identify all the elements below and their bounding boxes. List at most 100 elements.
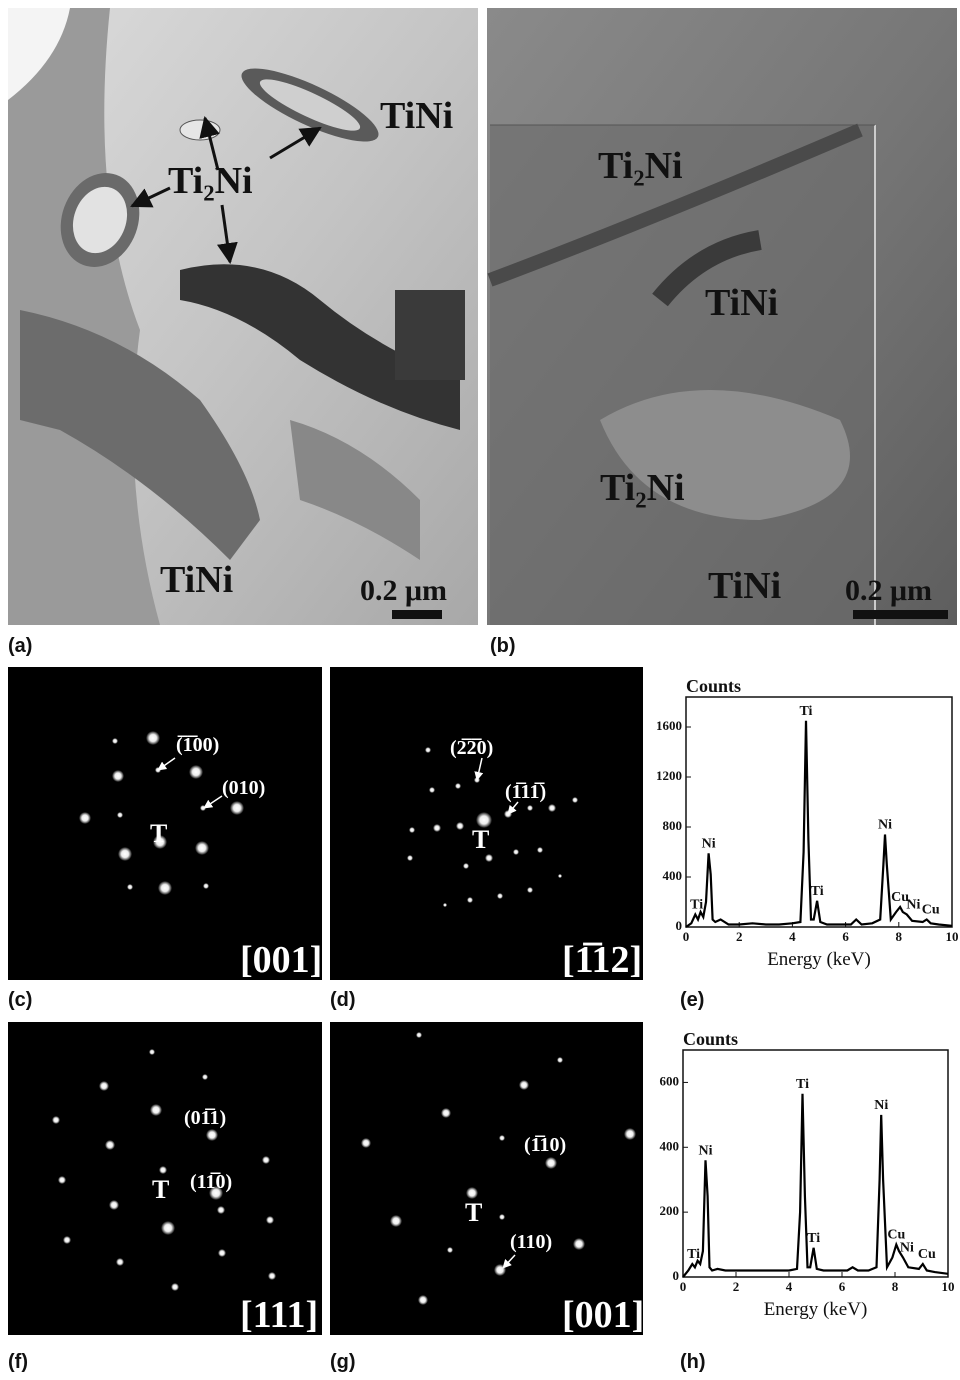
phase-label: Ti₂Ni <box>600 467 685 509</box>
diffraction-spot <box>118 847 132 861</box>
diffraction-spot <box>202 1074 208 1080</box>
diffraction-spot <box>467 897 473 903</box>
center-spot-label: T <box>150 819 167 848</box>
diffraction-spot <box>573 1238 585 1250</box>
spot-label: (110) <box>510 1231 552 1253</box>
phase-label: Ti₂Ni <box>168 160 253 202</box>
diffraction-spot <box>206 1129 218 1141</box>
x-tick-label: 6 <box>839 1279 846 1294</box>
x-tick-label: 4 <box>789 929 796 944</box>
diffraction-spot <box>443 903 447 907</box>
diffraction-spot <box>455 783 461 789</box>
x-tick-label: 6 <box>842 929 849 944</box>
y-tick-label: 800 <box>663 818 683 833</box>
diffraction-spot <box>63 1236 71 1244</box>
x-tick-label: 10 <box>946 929 959 944</box>
phase-label: TiNi <box>160 559 233 601</box>
diffraction-spot <box>268 1272 276 1280</box>
y-tick-label: 1600 <box>656 718 682 733</box>
diffraction-spot <box>116 1258 124 1266</box>
diffraction-spot <box>572 797 578 803</box>
phase-label: TiNi <box>705 282 778 324</box>
diffraction-spot <box>99 1081 109 1091</box>
diffraction-spot <box>230 801 244 815</box>
scale-bar-label: 0.2 μm <box>845 574 932 607</box>
x-tick-label: 4 <box>786 1279 793 1294</box>
center-spot-label: T <box>472 825 489 854</box>
spot-label: (̅1̅00) <box>176 734 219 756</box>
diffraction-spot <box>425 747 431 753</box>
diffraction-g <box>330 1022 643 1335</box>
diffraction-spot <box>416 1032 422 1038</box>
spot-label: (11̅0) <box>190 1171 232 1193</box>
diffraction-spot <box>409 827 415 833</box>
diffraction-spot <box>407 855 413 861</box>
panel-label: (b) <box>490 635 516 657</box>
y-tick-label: 600 <box>660 1073 680 1088</box>
spot-label: (2̅2̅0) <box>450 737 493 759</box>
figure: TiNi Ti₂Ni TiNi 0.2 μm Ti₂Ni TiNi Ti₂Ni … <box>0 0 960 1375</box>
diffraction-spot <box>624 1128 636 1140</box>
y-tick-label: 200 <box>660 1203 680 1218</box>
diffraction-spot <box>203 883 209 889</box>
peak-label: Ni <box>699 1143 713 1158</box>
y-tick-label: 1200 <box>656 768 682 783</box>
diffraction-spot <box>497 893 503 899</box>
diffraction-spot <box>429 787 435 793</box>
peak-label: Ni <box>702 836 716 851</box>
diffraction-spot <box>441 1108 451 1118</box>
diffraction-spot <box>146 731 160 745</box>
y-tick-label: 0 <box>676 918 683 933</box>
diffraction-spot <box>499 1214 505 1220</box>
diffraction-spot <box>150 1104 162 1116</box>
diffraction-spot <box>158 881 172 895</box>
phase-label: TiNi <box>380 95 453 137</box>
diffraction-spot <box>262 1156 270 1164</box>
diffraction-spot <box>217 1206 225 1214</box>
center-spot-label: T <box>465 1198 482 1227</box>
panel-label: (c) <box>8 989 32 1011</box>
diffraction-spot <box>558 874 562 878</box>
panel-label: (f) <box>8 1351 28 1373</box>
diffraction-spot <box>513 849 519 855</box>
y-axis-label: Counts <box>683 1029 738 1049</box>
diffraction-spot <box>527 805 533 811</box>
diffraction-spot <box>447 1247 453 1253</box>
diffraction-spot <box>456 822 464 830</box>
y-tick-label: 400 <box>663 868 683 883</box>
peak-label: Ni <box>874 1098 888 1113</box>
diffraction-spot <box>112 770 124 782</box>
y-tick-label: 400 <box>660 1138 680 1153</box>
zone-axis: [1̅12] <box>562 939 642 981</box>
x-tick-label: 10 <box>942 1279 955 1294</box>
peak-label: Ti <box>687 1247 700 1262</box>
peak-label: Cu <box>922 903 940 918</box>
micrograph-b: Ti₂Ni TiNi Ti₂Ni TiNi 0.2 μm <box>487 8 957 625</box>
panel-label: (h) <box>680 1351 706 1373</box>
diffraction-spot <box>519 1080 529 1090</box>
peak-label: Ti <box>796 1077 809 1092</box>
peak-label: Ti <box>799 704 812 719</box>
spot-label: (1̅11̅) <box>505 781 546 803</box>
page: TiNi Ti₂Ni TiNi 0.2 μm Ti₂Ni TiNi Ti₂Ni … <box>0 0 960 1375</box>
peak-label: Ni <box>878 818 892 833</box>
diffraction-spot <box>545 1157 557 1169</box>
diffraction-spot <box>418 1295 428 1305</box>
diffraction-spot <box>149 1049 155 1055</box>
diffraction-spot <box>189 765 203 779</box>
diffraction-spot <box>527 887 533 893</box>
diffraction-spot <box>537 847 543 853</box>
peak-label: Ti <box>807 1231 820 1246</box>
diffraction-spot <box>105 1140 115 1150</box>
diffraction-spot <box>390 1215 402 1227</box>
diffraction-spot <box>361 1138 371 1148</box>
phase-label: Ti₂Ni <box>598 145 683 187</box>
y-axis-label: Counts <box>686 676 741 696</box>
diffraction-spot <box>485 854 493 862</box>
x-tick-label: 0 <box>683 929 690 944</box>
x-tick-label: 8 <box>896 929 903 944</box>
diffraction-spot <box>548 804 556 812</box>
phase-label: TiNi <box>708 565 781 607</box>
x-tick-label: 2 <box>736 929 743 944</box>
diffraction-spot <box>159 1166 167 1174</box>
